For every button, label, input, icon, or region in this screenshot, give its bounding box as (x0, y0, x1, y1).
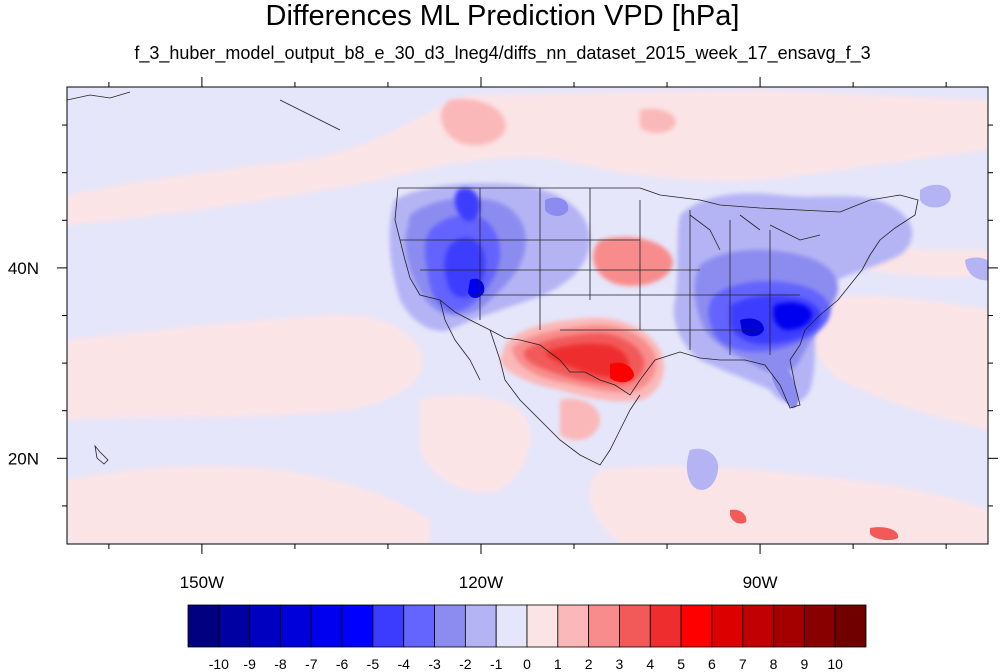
colorbar-box (403, 604, 435, 648)
colorbar-label: 9 (800, 656, 808, 672)
alaska-coast (67, 91, 341, 131)
colorbar-label: -3 (428, 656, 441, 672)
lon-tick-label-90w: 90W (743, 573, 778, 592)
colorbar-box (464, 604, 497, 648)
colorbar-box (742, 604, 774, 648)
colorbar-label: 3 (616, 656, 624, 672)
hawaii (94, 444, 109, 465)
southeast-us-negative-anomaly (708, 281, 831, 352)
colorbar-label: -5 (367, 656, 380, 672)
colorbar-label: 5 (677, 656, 685, 672)
colorbar-label: -2 (459, 656, 472, 672)
southern-plains-positive-anomaly (500, 317, 664, 402)
plot-title: Differences ML Prediction VPD [hPa] (265, 0, 740, 32)
colorbar-label: -1 (490, 656, 503, 672)
states-1 (479, 188, 771, 355)
colorbar-box (803, 604, 836, 648)
mexico-coast (489, 329, 641, 466)
states-2 (400, 239, 800, 331)
colorbar-box (557, 604, 590, 648)
western-us-negative-anomaly (424, 188, 501, 312)
colorbar-label: 7 (739, 656, 747, 672)
axis-ticks (57, 77, 998, 554)
great-lakes (689, 214, 821, 251)
colorbar-box (310, 604, 343, 648)
colorbar-label: 8 (770, 656, 778, 672)
positive-anomaly-light-regions (67, 90, 988, 544)
colorbar-label: 6 (708, 656, 716, 672)
colorbar-label: 4 (646, 656, 654, 672)
colorbar-box (218, 604, 251, 648)
lon-tick-label-120w: 120W (459, 573, 503, 592)
baja-coast (439, 299, 481, 381)
colorbar-label: -4 (398, 656, 411, 672)
colorbar-box (341, 604, 374, 648)
colorbar-box (773, 604, 805, 648)
colorbar (187, 604, 867, 648)
us-outline (394, 187, 919, 409)
colorbar-label: -6 (336, 656, 349, 672)
colorbar-label: -10 (209, 656, 229, 672)
colorbar-label: 10 (827, 656, 843, 672)
colorbar-labels: -10 -9 -8 -7 -6 -5 -4 -3 -2 -1 0 1 2 3 4 5 6 7 8 9 10 (209, 656, 843, 672)
colorbar-label: -8 (274, 656, 287, 672)
colorbar-box (588, 604, 620, 648)
colorbar-box (280, 604, 312, 648)
colorbar-box (495, 604, 528, 648)
colorbar-box (187, 604, 220, 648)
boundary-lines (67, 91, 919, 466)
colorbar-box (834, 604, 867, 648)
colorbar-label: 0 (523, 656, 531, 672)
colorbar-label: 2 (585, 656, 593, 672)
colorbar-box (711, 604, 744, 648)
lat-tick-label-40n: 40N (8, 259, 39, 278)
map-field (67, 87, 988, 544)
lon-tick-label-150w: 150W (180, 573, 224, 592)
plot-subtitle: f_3_huber_model_output_b8_e_30_d3_lneg4/… (134, 43, 871, 63)
florida-negative-anomaly (770, 359, 798, 409)
colorbar-box (249, 604, 281, 648)
lat-tick-label-20n: 20N (8, 449, 39, 468)
colorbar-box (649, 604, 682, 648)
colorbar-box (434, 604, 466, 648)
axis-tick-labels: 150W 120W 90W 40N 20N (8, 259, 778, 592)
colorbar-box (372, 604, 405, 648)
colorbar-box (680, 604, 713, 648)
colorbar-label: 1 (554, 656, 562, 672)
colorbar-box (526, 604, 559, 648)
colorbar-box (619, 604, 651, 648)
colorbar-label: -7 (305, 656, 318, 672)
colorbar-label: -9 (243, 656, 256, 672)
